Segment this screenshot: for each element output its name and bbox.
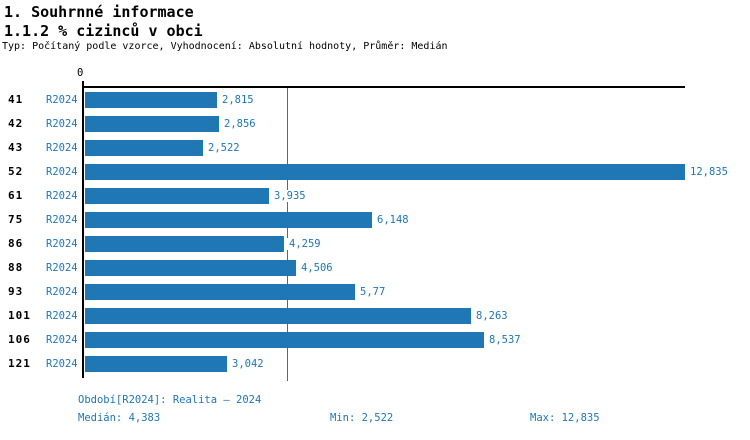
bar: [85, 356, 227, 372]
min-stat-text: Min: 2,522: [330, 412, 394, 424]
chart-row: 88 R2024 4,506: [0, 260, 750, 276]
row-category-label: 41: [8, 93, 24, 106]
chart-row: 86 R2024 4,259: [0, 236, 750, 252]
bar: [85, 308, 471, 324]
chart-row: 52 R2024 12,835: [0, 164, 750, 180]
bar: [85, 188, 269, 204]
row-category-label: 75: [8, 213, 24, 226]
chart-row: 75 R2024 6,148: [0, 212, 750, 228]
section-title: 1. Souhrnné informace: [4, 3, 194, 21]
period-text: Období[R2024]: Realita – 2024: [78, 394, 262, 406]
median-line: [287, 88, 288, 381]
bar: [85, 284, 355, 300]
bar: [85, 164, 685, 180]
bar-value-label: 4,506: [299, 262, 335, 274]
bar-value-label: 4,259: [287, 238, 323, 250]
row-series-label: R2024: [46, 118, 78, 130]
row-category-label: 93: [8, 285, 24, 298]
row-category-label: 121: [8, 357, 31, 370]
max-stat-text: Max: 12,835: [530, 412, 600, 424]
row-series-label: R2024: [46, 358, 78, 370]
row-category-label: 86: [8, 237, 24, 250]
page-title: 1.1.2 % cizinců v obci: [4, 22, 203, 40]
row-category-label: 52: [8, 165, 24, 178]
axis-zero-label: 0: [77, 67, 84, 79]
row-category-label: 88: [8, 261, 24, 274]
row-series-label: R2024: [46, 238, 78, 250]
chart-row: 43 R2024 2,522: [0, 140, 750, 156]
x-axis-top-line: [82, 86, 685, 88]
median-stat-text: Medián: 4,383: [78, 412, 161, 424]
chart-rows: 41 R2024 2,815 42 R2024 2,856 43 R2024 2,522 52 R2…: [0, 60, 750, 390]
chart-subtitle: Typ: Počítaný podle vzorce, Vyhodnocení:…: [2, 41, 448, 52]
chart-row: 121 R2024 3,042: [0, 356, 750, 372]
row-series-label: R2024: [46, 286, 78, 298]
row-series-label: R2024: [46, 142, 78, 154]
bar-value-label: 3,042: [230, 358, 266, 370]
row-series-label: R2024: [46, 334, 78, 346]
bar: [85, 92, 217, 108]
row-series-label: R2024: [46, 214, 78, 226]
row-category-label: 61: [8, 189, 24, 202]
bar: [85, 260, 296, 276]
y-axis-line: [82, 81, 84, 378]
chart-row: 42 R2024 2,856: [0, 116, 750, 132]
row-series-label: R2024: [46, 310, 78, 322]
row-series-label: R2024: [46, 190, 78, 202]
bar-value-label: 2,815: [220, 94, 256, 106]
row-category-label: 43: [8, 141, 24, 154]
chart-row: 101 R2024 8,263: [0, 308, 750, 324]
chart-row: 41 R2024 2,815: [0, 92, 750, 108]
bar: [85, 212, 372, 228]
row-category-label: 42: [8, 117, 24, 130]
bar-value-label: 3,935: [272, 190, 308, 202]
row-series-label: R2024: [46, 262, 78, 274]
row-series-label: R2024: [46, 94, 78, 106]
bar: [85, 332, 484, 348]
chart-row: 61 R2024 3,935: [0, 188, 750, 204]
bar: [85, 116, 219, 132]
bar-value-label: 8,263: [474, 310, 510, 322]
bar: [85, 236, 284, 252]
chart-row: 93 R2024 5,77: [0, 284, 750, 300]
bar-value-label: 5,77: [358, 286, 388, 298]
bar: [85, 140, 203, 156]
bar-value-label: 8,537: [487, 334, 523, 346]
row-category-label: 106: [8, 333, 31, 346]
bar-value-label: 6,148: [375, 214, 411, 226]
row-series-label: R2024: [46, 166, 78, 178]
row-category-label: 101: [8, 309, 31, 322]
bar-value-label: 2,856: [222, 118, 258, 130]
chart-row: 106 R2024 8,537: [0, 332, 750, 348]
bar-value-label: 2,522: [206, 142, 242, 154]
bar-value-label: 12,835: [688, 166, 730, 178]
chart-area: 0 41 R2024 2,815 42 R2024 2,856 43 R2024 2,522 52…: [0, 60, 750, 390]
